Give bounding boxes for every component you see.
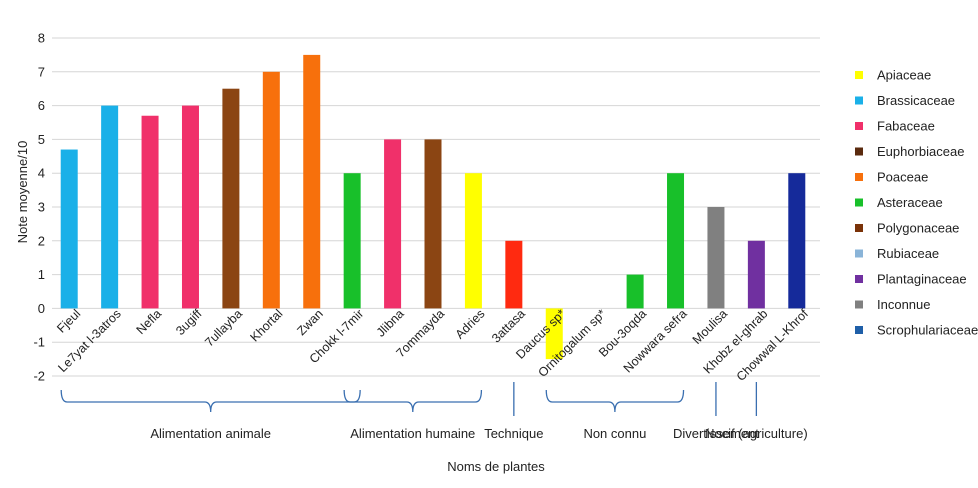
bar <box>626 274 644 309</box>
y-tick-label: 8 <box>38 31 45 46</box>
legend-label: Scrophulariaceae <box>877 323 978 338</box>
group-bracket <box>60 389 361 413</box>
legend-swatch <box>855 275 863 283</box>
bar <box>424 139 442 309</box>
group-bracket <box>343 389 483 413</box>
bar <box>707 207 725 309</box>
bar <box>101 105 119 309</box>
bar <box>222 88 240 309</box>
category-label: Khortal <box>248 307 286 345</box>
legend-swatch <box>855 300 863 309</box>
category-label: 3attasa <box>489 307 528 346</box>
bar <box>343 173 361 309</box>
x-axis-title: Noms de plantes <box>447 459 545 474</box>
y-tick-label: 7 <box>38 64 45 79</box>
y-tick-label: -2 <box>33 369 45 384</box>
y-tick-label: 0 <box>38 301 45 316</box>
y-tick-label: 3 <box>38 200 45 215</box>
bar <box>60 149 78 309</box>
bar <box>747 240 765 309</box>
legend-label: Inconnue <box>877 297 931 312</box>
category-label: Moulisa <box>690 307 730 347</box>
legend-swatch <box>855 71 863 79</box>
legend-label: Plantaginaceae <box>877 272 967 287</box>
y-tick-label: 4 <box>38 166 45 181</box>
legend-swatch <box>855 224 863 232</box>
group-label: Technique <box>484 426 543 441</box>
category-label: Chowwal L-Khrof <box>734 306 812 384</box>
bar <box>667 173 685 309</box>
legend-label: Rubiaceae <box>877 246 939 261</box>
legend-swatch <box>855 198 863 207</box>
bar <box>384 139 402 309</box>
legend-label: Brassicaceae <box>877 93 955 108</box>
legend-swatch <box>855 147 863 156</box>
bar <box>545 308 563 360</box>
legend-label: Asteraceae <box>877 195 943 210</box>
bar <box>464 173 482 309</box>
category-label: Jlibna <box>374 307 407 340</box>
category-label: Nefla <box>134 307 165 338</box>
bars <box>60 54 806 360</box>
y-tick-label: 2 <box>38 233 45 248</box>
bar <box>141 115 159 309</box>
category-label: 3ugiff <box>173 306 205 338</box>
bar <box>505 240 523 309</box>
legend-swatch <box>855 249 863 258</box>
legend-swatch <box>855 326 863 334</box>
y-tick-label: 5 <box>38 132 45 147</box>
group-label: Alimentation humaine <box>350 426 475 441</box>
legend: Apiaceae Brassicaceae Fabaceae Euphorbiacea… <box>855 68 978 338</box>
category-label: Fjeul <box>54 307 83 336</box>
legend-swatch <box>855 122 863 130</box>
legend-label: Polygonaceae <box>877 221 959 236</box>
category-label: Adries <box>453 307 488 342</box>
legend-label: Poaceae <box>877 170 928 185</box>
bar <box>788 173 806 309</box>
group-brackets: Alimentation animale Alimentation humaine… <box>60 382 808 441</box>
legend-label: Apiaceae <box>877 68 931 83</box>
group-label: Alimentation animale <box>150 426 271 441</box>
bar <box>262 71 280 309</box>
bar <box>303 54 321 309</box>
category-label: Zwan <box>294 307 326 339</box>
group-label: Divertissement <box>673 426 759 441</box>
legend-label: Euphorbiaceae <box>877 144 964 159</box>
group-bracket <box>545 389 685 413</box>
group-label: Non connu <box>583 426 646 441</box>
y-tick-labels: -2 -1 0 1 2 3 4 5 6 7 8 <box>33 31 45 384</box>
group-label: Nocif (agriculture) <box>705 426 808 441</box>
legend-swatch <box>855 96 863 105</box>
legend-label: Fabaceae <box>877 119 935 134</box>
y-tick-label: -1 <box>33 335 45 350</box>
bar <box>181 105 199 309</box>
category-label: 7ullayba <box>202 307 245 350</box>
y-tick-label: 6 <box>38 98 45 113</box>
legend-swatch <box>855 173 863 181</box>
y-tick-label: 1 <box>38 267 45 282</box>
y-axis-title: Note moyenne/10 <box>15 141 30 244</box>
